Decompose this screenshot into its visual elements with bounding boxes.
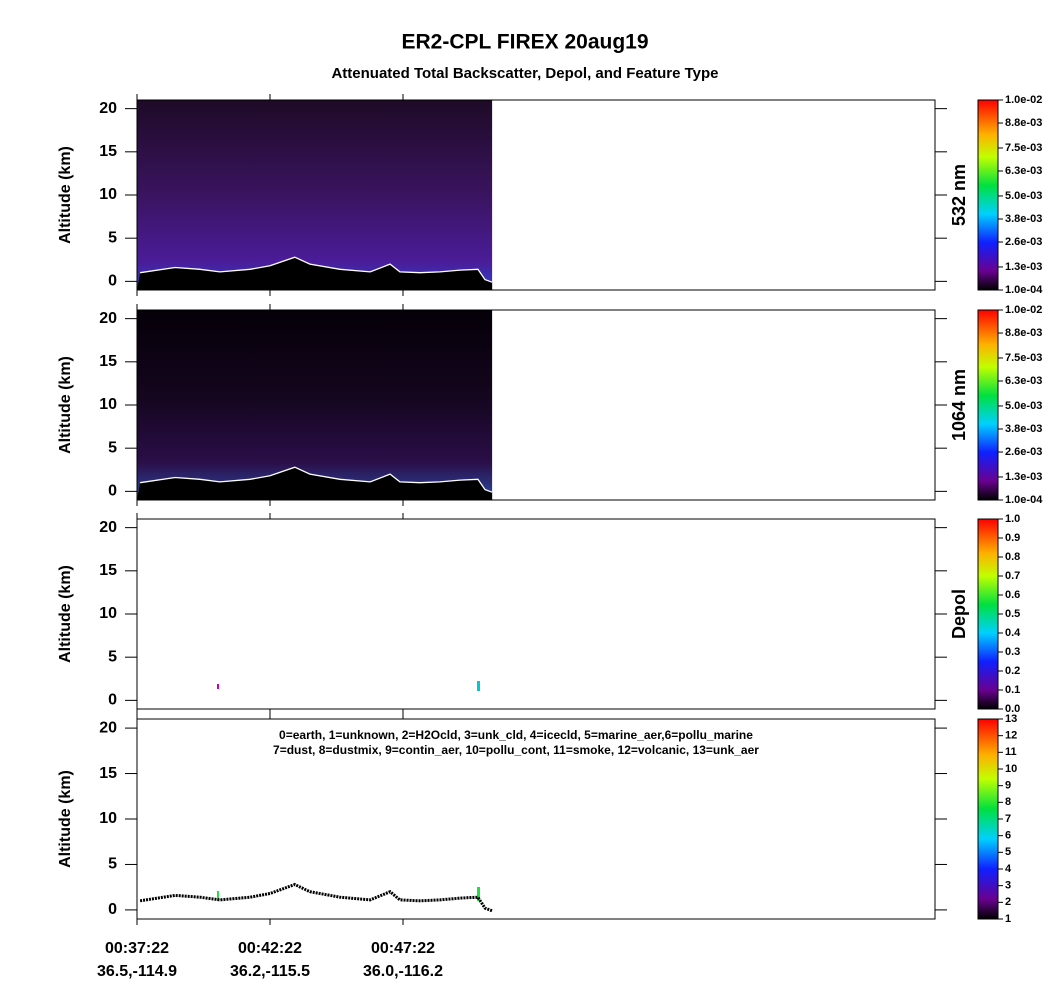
x-tick-label: 00:47:22 bbox=[371, 940, 435, 957]
colorbar-tick-label: 2 bbox=[1005, 896, 1011, 908]
backscatter-curtain bbox=[137, 100, 493, 290]
colorbar-label: 532 nm bbox=[949, 164, 969, 226]
x-tick-label: 00:37:22 bbox=[105, 940, 169, 957]
colorbar-label: Depol bbox=[949, 589, 969, 639]
y-tick-label: 0 bbox=[108, 273, 117, 290]
colorbar-tick-label: 0.7 bbox=[1005, 570, 1020, 582]
surface-line bbox=[140, 256, 493, 283]
colorbar-tick-label: 12 bbox=[1005, 730, 1017, 742]
colorbar-tick-label: 5 bbox=[1005, 846, 1011, 858]
colorbar-tick-label: 0.3 bbox=[1005, 646, 1020, 658]
y-tick-label: 15 bbox=[99, 353, 117, 370]
y-axis-label: Altitude (km) bbox=[57, 770, 74, 868]
colorbar-tick-label: 0.4 bbox=[1005, 627, 1021, 639]
colorbar-tick-label: 0.1 bbox=[1005, 684, 1020, 696]
title: ER2-CPL FIREX 20aug19 bbox=[401, 31, 648, 54]
colorbar-tick-label: 1.0e-04 bbox=[1005, 284, 1043, 296]
y-tick-label: 5 bbox=[108, 856, 117, 873]
colorbar bbox=[977, 99, 999, 291]
colorbar-tick-label: 3.8e-03 bbox=[1005, 213, 1042, 225]
colorbar-tick-label: 1.0e-02 bbox=[1005, 94, 1042, 106]
colorbar-label: 1064 nm bbox=[949, 369, 969, 441]
colorbar-tick-label: 0.0 bbox=[1005, 703, 1020, 715]
colorbar-tick-label: 7 bbox=[1005, 813, 1011, 825]
y-axis-label: Altitude (km) bbox=[57, 356, 74, 454]
colorbar-tick-label: 10 bbox=[1005, 763, 1017, 775]
y-tick-label: 20 bbox=[99, 100, 117, 117]
y-tick-label: 5 bbox=[108, 229, 117, 246]
colorbar-tick-label: 6.3e-03 bbox=[1005, 375, 1042, 387]
colorbar-tick-label: 1 bbox=[1005, 913, 1011, 925]
y-tick-label: 15 bbox=[99, 562, 117, 579]
x-tick-location: 36.5,-114.9 bbox=[97, 963, 177, 980]
colorbar-tick-label: 0.9 bbox=[1005, 532, 1020, 544]
colorbar-tick-label: 0.5 bbox=[1005, 608, 1020, 620]
surface-line bbox=[140, 466, 493, 493]
colorbar-tick-label: 6.3e-03 bbox=[1005, 165, 1042, 177]
colorbar-tick-label: 1.3e-03 bbox=[1005, 471, 1042, 483]
y-tick-label: 5 bbox=[108, 439, 117, 456]
y-tick-label: 15 bbox=[99, 765, 117, 782]
feature-speck bbox=[477, 887, 480, 901]
colorbar-tick-label: 1.0e-04 bbox=[1005, 494, 1043, 506]
colorbar-tick-label: 4 bbox=[1005, 863, 1012, 875]
y-tick-label: 10 bbox=[99, 396, 117, 413]
surface-line bbox=[139, 882, 493, 913]
colorbar-tick-label: 7.5e-03 bbox=[1005, 142, 1042, 154]
y-tick-label: 10 bbox=[99, 605, 117, 622]
y-tick-label: 0 bbox=[108, 483, 117, 500]
colorbar-tick-label: 0.2 bbox=[1005, 665, 1020, 677]
colorbar-tick-label: 0.6 bbox=[1005, 589, 1020, 601]
feature-legend: 0=earth, 1=unknown, 2=H2Ocld, 3=unk_cld,… bbox=[279, 728, 753, 742]
colorbar-tick-label: 8.8e-03 bbox=[1005, 117, 1042, 129]
colorbar-tick-label: 5.0e-03 bbox=[1005, 190, 1042, 202]
colorbar bbox=[977, 718, 999, 920]
panel-frame bbox=[136, 518, 936, 710]
y-tick-label: 15 bbox=[99, 143, 117, 160]
depol-speck bbox=[477, 681, 480, 691]
colorbar-tick-label: 13 bbox=[1005, 713, 1017, 725]
feature-legend: 7=dust, 8=dustmix, 9=contin_aer, 10=poll… bbox=[273, 743, 759, 757]
colorbar-tick-label: 3.8e-03 bbox=[1005, 423, 1042, 435]
y-axis-label: Altitude (km) bbox=[57, 565, 74, 663]
colorbar-tick-label: 11 bbox=[1005, 746, 1017, 758]
y-tick-label: 20 bbox=[99, 519, 117, 536]
backscatter-curtain bbox=[137, 310, 493, 500]
colorbar-tick-label: 0.8 bbox=[1005, 551, 1020, 563]
colorbar-tick-label: 8.8e-03 bbox=[1005, 327, 1042, 339]
y-tick-label: 0 bbox=[108, 692, 117, 709]
y-tick-label: 20 bbox=[99, 310, 117, 327]
ground bbox=[137, 467, 493, 500]
y-tick-label: 20 bbox=[99, 719, 117, 736]
x-tick-location: 36.2,-115.5 bbox=[230, 963, 310, 980]
colorbar-tick-label: 1.3e-03 bbox=[1005, 261, 1042, 273]
y-axis-label: Altitude (km) bbox=[57, 146, 74, 244]
x-tick-location: 36.0,-116.2 bbox=[363, 963, 443, 980]
depol-speck bbox=[217, 684, 219, 689]
ground bbox=[137, 257, 493, 290]
colorbar-tick-label: 9 bbox=[1005, 780, 1011, 792]
feature-speck bbox=[217, 891, 219, 901]
x-tick-label: 00:42:22 bbox=[238, 940, 302, 957]
colorbar-tick-label: 7.5e-03 bbox=[1005, 352, 1042, 364]
colorbar bbox=[977, 518, 999, 710]
subtitle: Attenuated Total Backscatter, Depol, and… bbox=[331, 65, 718, 82]
colorbar-tick-label: 6 bbox=[1005, 830, 1011, 842]
y-tick-label: 10 bbox=[99, 810, 117, 827]
colorbar-tick-label: 5.0e-03 bbox=[1005, 400, 1042, 412]
y-tick-label: 0 bbox=[108, 901, 117, 918]
colorbar-tick-label: 1.0 bbox=[1005, 513, 1020, 525]
colorbar-tick-label: 1.0e-02 bbox=[1005, 304, 1042, 316]
y-tick-label: 10 bbox=[99, 186, 117, 203]
colorbar-tick-label: 2.6e-03 bbox=[1005, 236, 1042, 248]
colorbar-tick-label: 8 bbox=[1005, 796, 1011, 808]
colorbar-tick-label: 2.6e-03 bbox=[1005, 446, 1042, 458]
y-tick-label: 5 bbox=[108, 648, 117, 665]
colorbar-tick-label: 3 bbox=[1005, 880, 1011, 892]
colorbar bbox=[977, 309, 999, 501]
